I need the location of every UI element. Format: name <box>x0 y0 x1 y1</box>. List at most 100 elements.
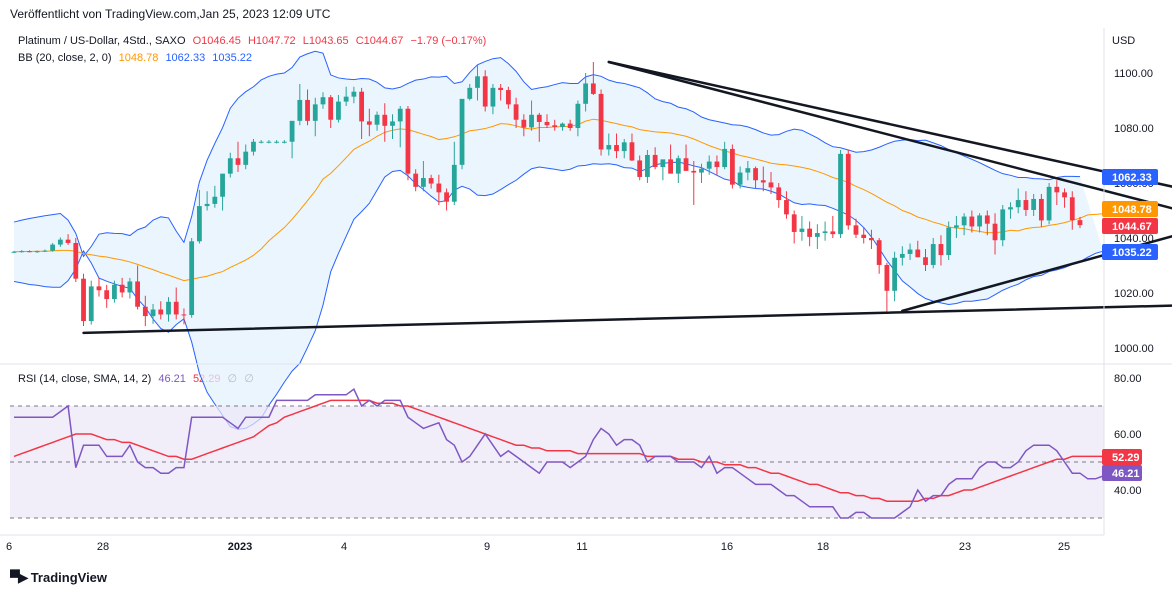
candle-body <box>992 223 998 241</box>
candle-body <box>390 121 395 126</box>
candle-body <box>660 159 666 168</box>
candle-body <box>289 120 295 142</box>
rsi-tag-label: 52.29 <box>1112 452 1140 464</box>
candle <box>799 216 805 241</box>
candle <box>1069 191 1075 230</box>
price-tag <box>1102 218 1158 234</box>
tradingview-brand: TradingView <box>30 570 108 585</box>
price-tag-label: 1062.33 <box>1112 172 1152 184</box>
candle <box>88 280 94 325</box>
candle <box>1008 202 1013 219</box>
candle-body <box>173 301 179 315</box>
candle <box>621 139 627 159</box>
candle-body <box>614 145 619 152</box>
candle <box>1038 194 1044 227</box>
candle <box>475 64 480 101</box>
candle <box>498 84 504 101</box>
rsi-ma-line <box>13 399 1104 502</box>
candle <box>560 122 565 131</box>
time-tick-label: 11 <box>576 541 587 553</box>
candle-body <box>135 281 140 307</box>
bb-upper-value: 1062.33 <box>165 52 206 64</box>
candle <box>807 221 813 247</box>
candle-body <box>575 103 581 128</box>
candle-body <box>760 180 766 183</box>
candle <box>513 97 519 128</box>
candle <box>699 163 704 183</box>
price-tick-label: 1040.00 <box>1114 233 1154 245</box>
candle <box>421 161 426 192</box>
rsi-label[interactable]: RSI (14, close, SMA, 14, 2) <box>18 373 152 385</box>
candle <box>737 166 743 189</box>
price-tick-label: 1080.00 <box>1114 123 1154 135</box>
bb-label[interactable]: BB (20, close, 2, 0) <box>18 52 112 64</box>
ohlc-close: C1044.67 <box>355 35 404 47</box>
candle <box>892 251 898 302</box>
bollinger-basis-line <box>13 118 1104 282</box>
ohlc-open: O1046.45 <box>192 35 241 47</box>
published-caption: Veröffentlicht von TradingView.com,Jan 2… <box>10 7 331 21</box>
candle <box>529 100 534 131</box>
candle <box>1023 191 1029 216</box>
price-tick-label: 1000.00 <box>1114 343 1154 355</box>
candle <box>614 133 619 159</box>
candle-body <box>19 251 25 253</box>
trendline <box>607 60 1172 188</box>
time-tick-label: 6 <box>6 541 12 553</box>
candle-body <box>1038 198 1044 221</box>
candle <box>490 84 496 115</box>
candle <box>96 277 102 297</box>
candle-body <box>328 97 334 120</box>
candle-body <box>266 141 272 143</box>
price-tick-label: 1020.00 <box>1114 288 1154 300</box>
candle-body <box>884 264 890 291</box>
candle-body <box>336 101 341 120</box>
price-tag-label: 1035.22 <box>1112 247 1152 259</box>
candle <box>281 140 287 144</box>
rsi-tick-label: 80.00 <box>1114 373 1142 385</box>
candle <box>784 191 789 219</box>
candle-body <box>606 145 612 150</box>
candle <box>861 227 867 244</box>
candle <box>119 277 125 298</box>
candle-body <box>428 178 434 184</box>
candle-body <box>166 301 171 315</box>
candle <box>575 100 581 137</box>
candle-body <box>737 172 743 185</box>
symbol-name[interactable]: Platinum / US-Dollar, 4Std., SAXO <box>18 35 186 47</box>
price-tag <box>1102 244 1158 260</box>
tradingview-logo[interactable]: ▀▶ TradingView <box>10 569 107 586</box>
candle <box>1054 180 1060 205</box>
candle <box>328 95 334 128</box>
candle-body <box>814 233 820 237</box>
candle-body <box>27 251 32 253</box>
candle <box>536 112 542 142</box>
candle-body <box>892 257 898 291</box>
candle <box>629 133 635 161</box>
candle <box>521 114 527 137</box>
candle-body <box>1023 200 1029 210</box>
candle-body <box>869 238 874 241</box>
candle <box>142 295 148 326</box>
rsi-tick-label: 40.00 <box>1114 485 1142 497</box>
candle <box>1062 188 1067 208</box>
candle-body <box>1000 209 1006 241</box>
candle <box>351 86 357 104</box>
candle-body <box>158 309 164 315</box>
candle <box>220 173 225 211</box>
candle-body <box>652 154 658 168</box>
candle <box>606 133 612 156</box>
candle <box>196 189 202 244</box>
candle <box>243 144 249 170</box>
candle <box>11 250 17 253</box>
candle-body <box>312 104 318 121</box>
candle <box>320 92 326 109</box>
candle <box>189 238 195 318</box>
candle <box>722 141 728 170</box>
candle-body <box>567 123 573 128</box>
candle-body <box>196 206 202 242</box>
candle <box>838 150 843 238</box>
candle-body <box>521 119 527 128</box>
candle <box>27 250 32 253</box>
